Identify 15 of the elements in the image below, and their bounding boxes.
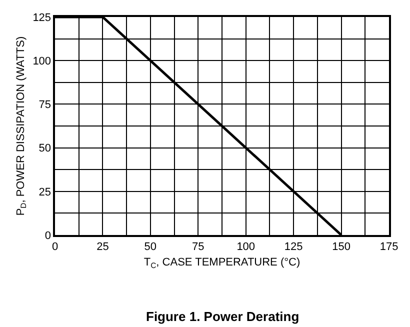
text: Figure 1. Power Derating xyxy=(146,309,300,324)
x-tick-label: 100 xyxy=(236,240,256,253)
x-axis-title: T$_{C}$, CASE TEMPERATURE (°C) xyxy=(144,256,300,270)
y-tick-label: 125 xyxy=(32,12,52,24)
y-tick-label: 0 xyxy=(44,230,52,242)
x-tick-label: 125 xyxy=(284,240,303,253)
y-tick-label: 100 xyxy=(32,55,52,68)
y-tick-label: 75 xyxy=(38,99,52,112)
x-tick-label: 75 xyxy=(192,240,204,253)
x-tick-label: 50 xyxy=(144,240,157,253)
y-tick-label: 25 xyxy=(38,186,52,198)
x-tick-label: 25 xyxy=(96,240,109,253)
y-tick-label: 50 xyxy=(38,142,52,155)
x-tick-label: 175 xyxy=(380,240,398,253)
x-tick-label: 150 xyxy=(332,240,350,253)
